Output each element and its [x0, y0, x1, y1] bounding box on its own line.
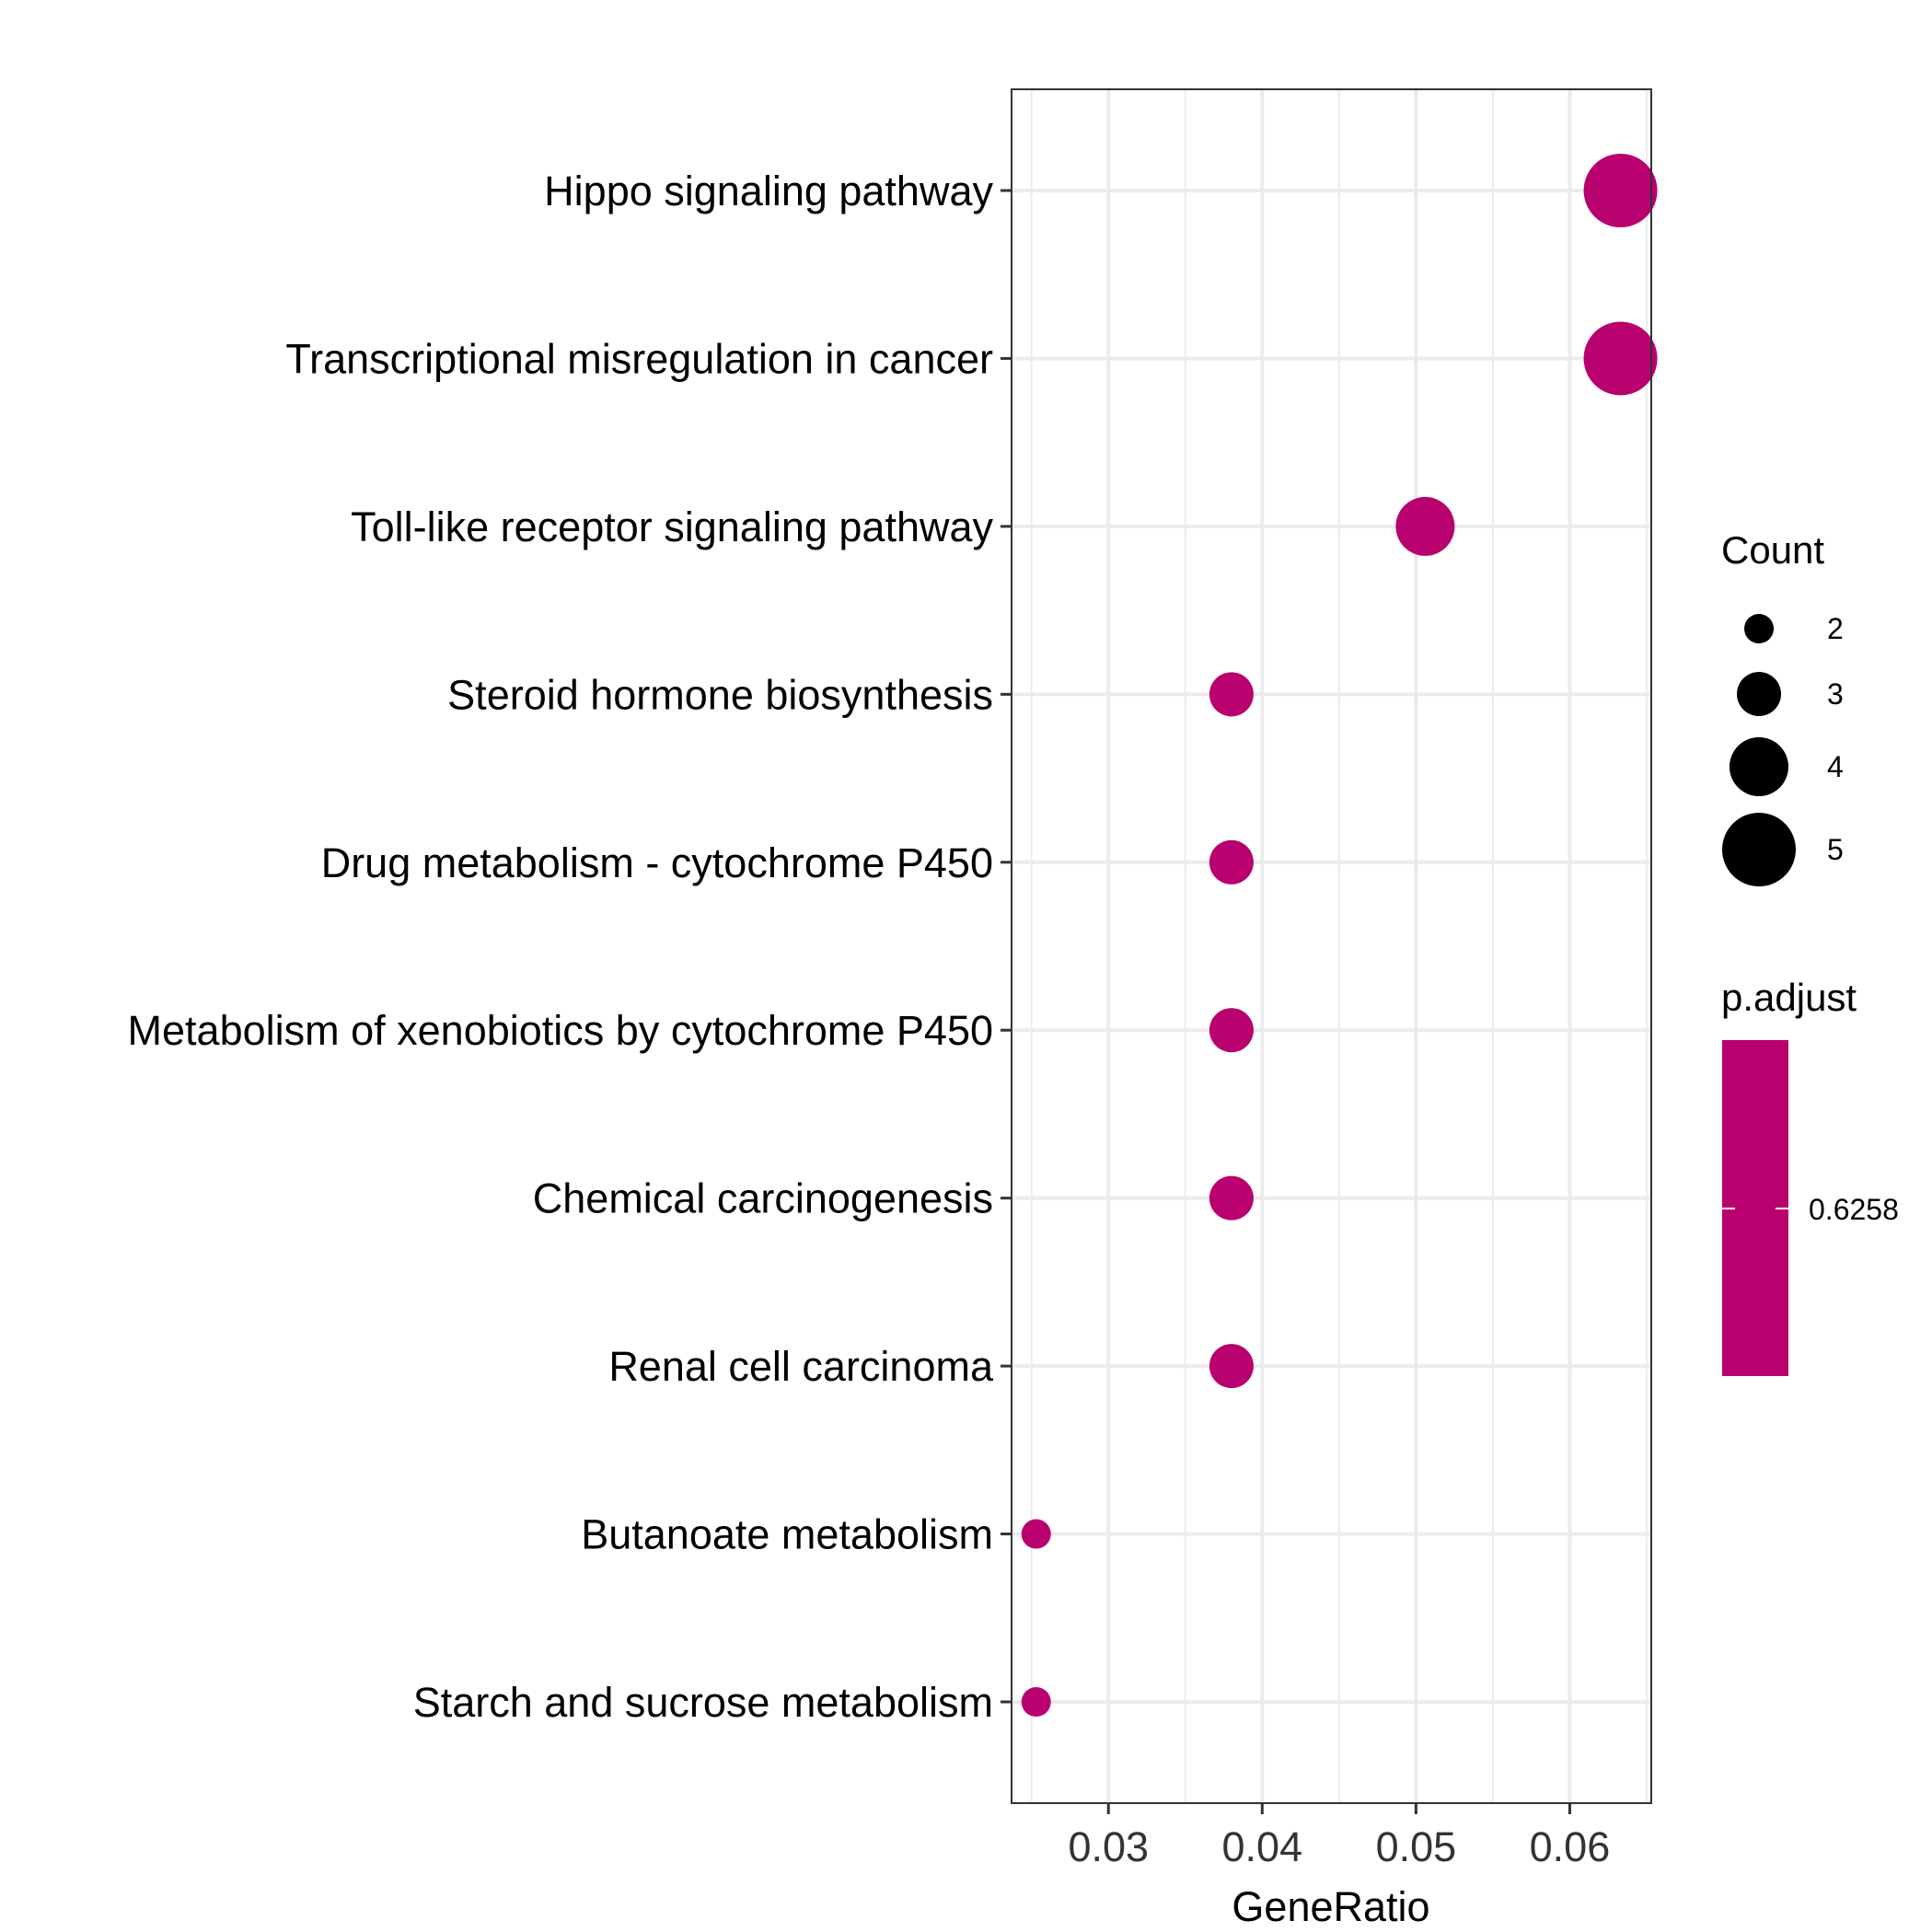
count-legend-label: 2	[1827, 612, 1844, 645]
count-legend-key	[1737, 672, 1781, 716]
data-point	[1209, 1175, 1254, 1221]
x-tick-label: 0.06	[1530, 1823, 1611, 1870]
data-point	[1209, 1008, 1254, 1053]
count-legend-key	[1730, 737, 1788, 796]
category-label: Butanoate metabolism	[581, 1511, 993, 1558]
y-axis: Hippo signaling pathway Transcriptional m…	[128, 168, 1012, 1726]
category-label: Starch and sucrose metabolism	[413, 1679, 993, 1726]
category-label: Steroid hormone biosynthesis	[447, 671, 993, 718]
count-legend-label: 4	[1827, 750, 1844, 783]
category-label: Toll-like receptor signaling pathway	[351, 503, 993, 550]
data-point	[1209, 839, 1254, 885]
count-legend-key	[1744, 614, 1774, 643]
data-point	[1583, 321, 1658, 396]
x-tick-label: 0.05	[1376, 1823, 1457, 1870]
data-points	[1021, 154, 1658, 1717]
category-label: Metabolism of xenobiotics by cytochrome …	[128, 1007, 993, 1054]
panel-border	[1011, 88, 1652, 1804]
x-axis-title: GeneRatio	[1232, 1883, 1429, 1930]
x-tick-label: 0.03	[1068, 1823, 1149, 1870]
major-gridlines	[1012, 89, 1651, 1803]
colorbar-tick-label: 0.6258	[1809, 1193, 1899, 1226]
data-point	[1583, 154, 1658, 227]
count-legend-keys: 2 3 4 5	[1722, 612, 1844, 886]
data-point	[1021, 1687, 1051, 1717]
category-label: Chemical carcinogenesis	[533, 1175, 993, 1222]
data-point	[1209, 1344, 1254, 1389]
count-legend-label: 3	[1827, 677, 1844, 711]
p-adjust-legend: p.adjust 0.6258	[1721, 976, 1899, 1376]
count-legend-label: 5	[1827, 833, 1844, 866]
x-tick-label: 0.04	[1222, 1823, 1303, 1870]
data-point	[1395, 496, 1455, 556]
category-label: Drug metabolism - cytochrome P450	[321, 839, 993, 886]
count-legend: Count 2 3 4 5	[1721, 528, 1844, 886]
x-axis: 0.03 0.04 0.05 0.06	[1068, 1803, 1610, 1870]
count-legend-title: Count	[1721, 528, 1824, 572]
category-label: Transcriptional misregulation in cancer	[285, 335, 993, 382]
category-label: Renal cell carcinoma	[608, 1343, 994, 1390]
data-point	[1021, 1519, 1051, 1549]
count-legend-key	[1722, 813, 1796, 886]
p-adjust-legend-title: p.adjust	[1721, 976, 1857, 1019]
data-point	[1209, 672, 1254, 717]
category-label: Hippo signaling pathway	[544, 168, 993, 214]
